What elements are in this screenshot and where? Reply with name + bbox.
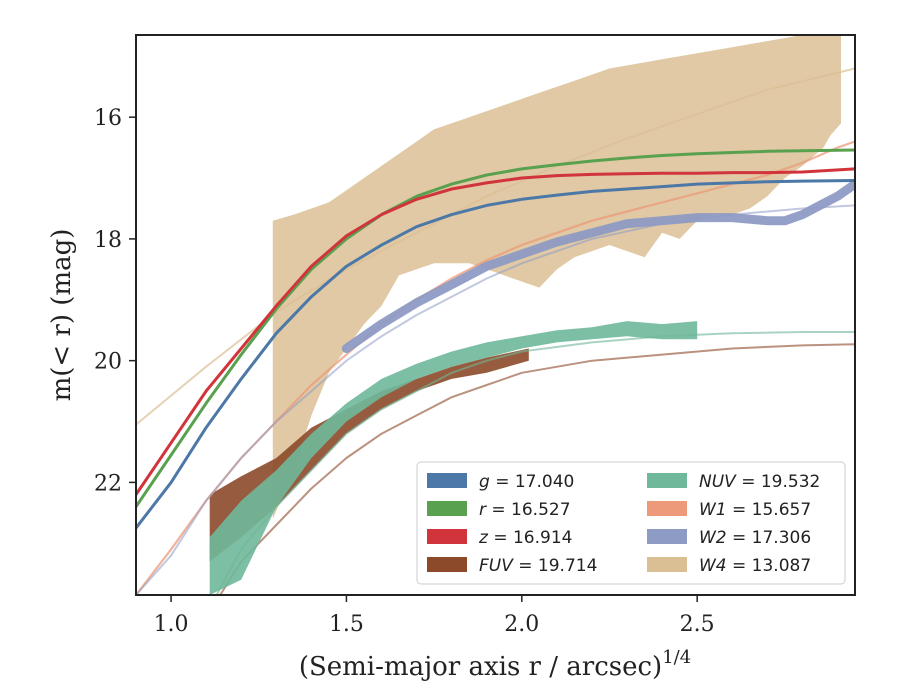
legend-label-w1: W1 = 15.657 <box>699 500 811 520</box>
series-w2-line <box>341 179 855 353</box>
y-tick-label: 22 <box>94 471 122 496</box>
legend-label-g: g = 17.040 <box>479 472 574 492</box>
series-w4-model-line <box>136 67 855 426</box>
x-axis-label: (Semi-major axis r / arcsec)1/4 <box>299 647 691 682</box>
legend-label-w2: W2 = 17.306 <box>699 528 811 548</box>
y-tick-label: 20 <box>94 350 122 375</box>
legend-swatch-g <box>427 473 467 488</box>
series-z-line <box>136 167 855 497</box>
plot-frame <box>135 34 856 596</box>
legend-swatch-z <box>427 529 467 544</box>
legend-label-z: z = 16.914 <box>478 528 572 548</box>
series-g-line <box>136 179 855 530</box>
series-fuv-band <box>209 348 529 562</box>
y-tick-label: 18 <box>94 228 122 253</box>
series-r-line <box>136 148 855 509</box>
x-tick-label: 1.5 <box>329 612 364 637</box>
legend: g = 17.040 r = 16.527 z = 16.914 FUV = 19.7… <box>416 461 846 585</box>
series-w4-band <box>272 35 841 519</box>
legend-swatch-nuv <box>647 473 687 488</box>
x-axis-label-superscript: 1/4 <box>662 647 691 668</box>
legend-label-fuv: FUV = 19.714 <box>479 556 597 576</box>
x-tick-label: 1.0 <box>154 612 189 637</box>
y-axis-label: m(< r) (mag) <box>47 229 77 402</box>
legend-label-r: r = 16.527 <box>479 500 571 520</box>
legend-swatch-w4 <box>647 557 687 572</box>
legend-label-w4: W4 = 13.087 <box>699 556 811 576</box>
legend-label-nuv: NUV = 19.532 <box>699 472 820 492</box>
legend-swatch-w1 <box>647 501 687 516</box>
x-tick-label: 2.0 <box>504 612 539 637</box>
series-nuv-band <box>209 321 698 595</box>
x-tick-label: 2.5 <box>680 612 715 637</box>
series-layer <box>136 35 855 595</box>
legend-swatch-w2 <box>647 529 687 544</box>
y-axis: 16 18 20 22 <box>94 106 136 496</box>
series-fuv-model-line <box>219 343 855 595</box>
x-axis: 1.0 1.5 2.0 2.5 <box>154 595 715 637</box>
series-nuv-model-line <box>215 331 855 595</box>
legend-swatch-r <box>427 501 467 516</box>
legend-frame <box>416 461 846 585</box>
y-tick-label: 16 <box>94 106 122 131</box>
legend-swatch-fuv <box>427 557 467 572</box>
